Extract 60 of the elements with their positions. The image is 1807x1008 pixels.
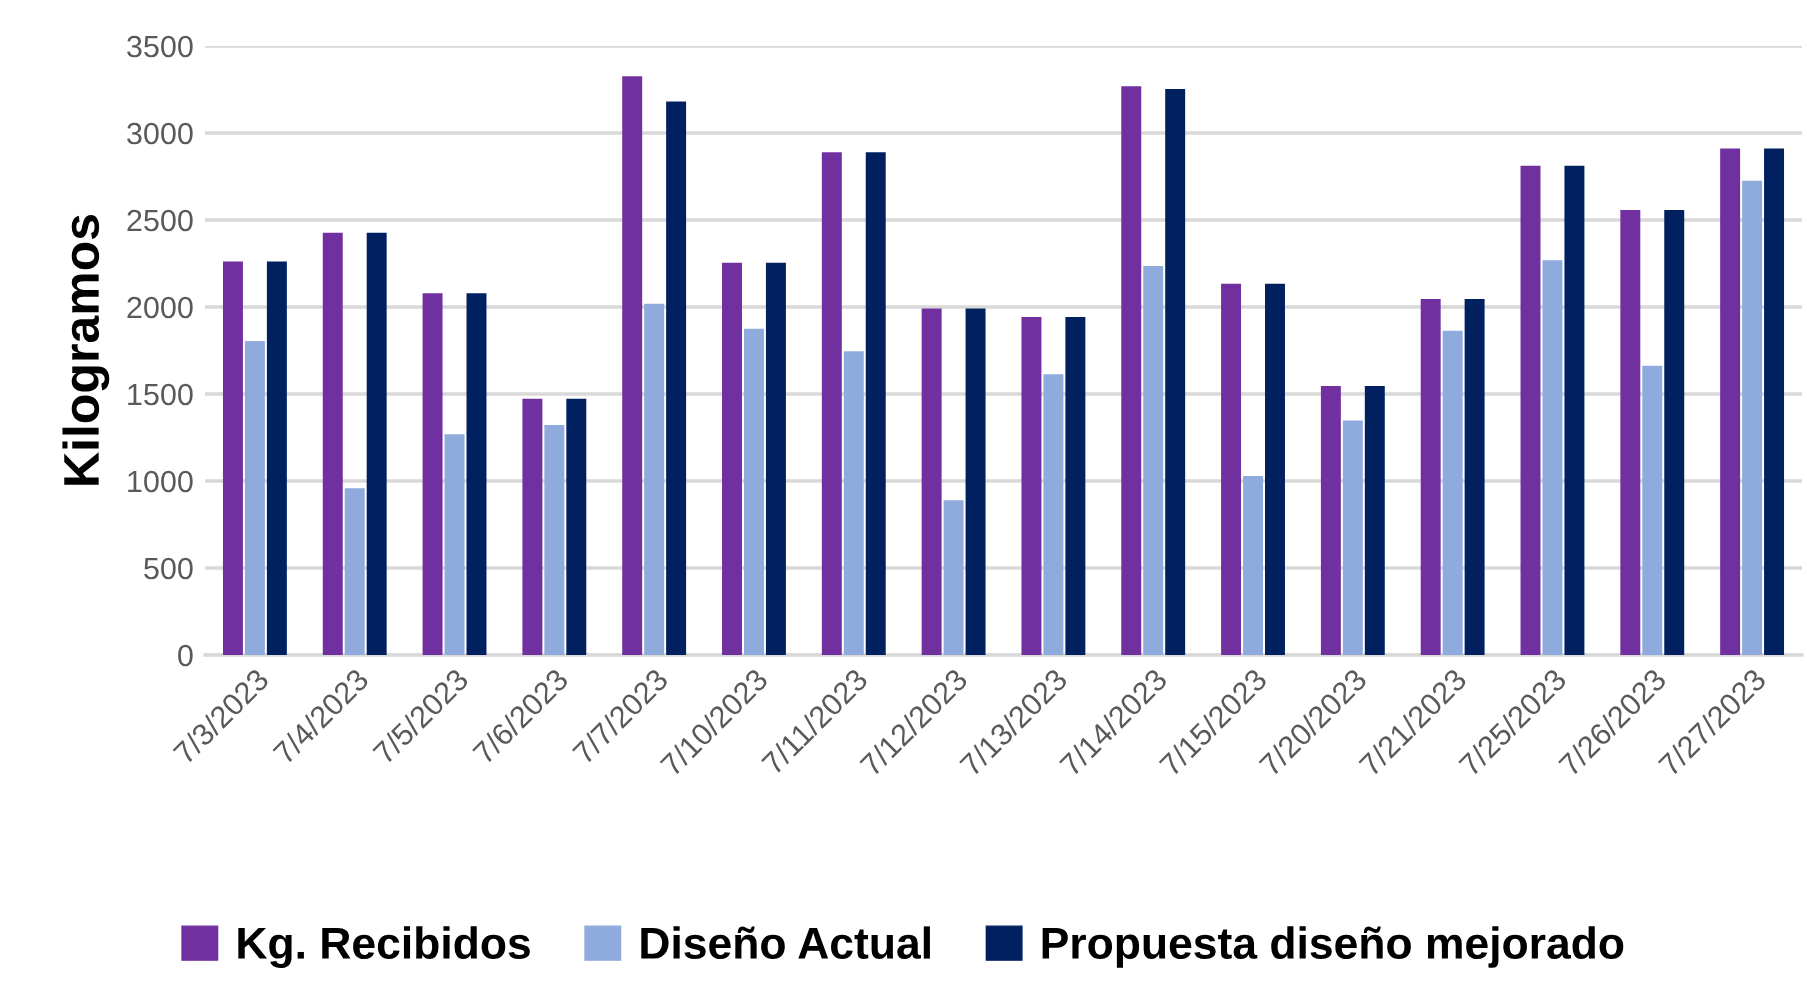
bar bbox=[622, 76, 643, 655]
bar bbox=[366, 232, 387, 655]
bar bbox=[444, 434, 465, 655]
bar bbox=[644, 303, 665, 655]
bar bbox=[865, 152, 886, 655]
bar bbox=[722, 262, 742, 655]
bar bbox=[266, 261, 287, 655]
y-tick-label: 3000 bbox=[127, 122, 193, 145]
y-tick-label: 2000 bbox=[127, 296, 193, 319]
bar bbox=[1564, 165, 1585, 655]
bar bbox=[1520, 165, 1541, 655]
bar bbox=[544, 424, 565, 655]
bar bbox=[1620, 209, 1641, 655]
bar bbox=[1764, 148, 1785, 655]
bar bbox=[222, 261, 243, 655]
y-tick-label: 1000 bbox=[128, 470, 193, 493]
y-tick-label: 2500 bbox=[127, 209, 193, 232]
bar bbox=[921, 308, 942, 655]
bar bbox=[1642, 365, 1663, 655]
y-tick-label: 3500 bbox=[127, 35, 193, 58]
bar bbox=[1320, 386, 1341, 655]
bar bbox=[943, 500, 964, 655]
legend-label: Diseño Actual bbox=[641, 926, 930, 960]
bar bbox=[765, 262, 786, 655]
bar bbox=[1065, 316, 1086, 655]
bar bbox=[666, 101, 687, 655]
bar bbox=[843, 351, 864, 655]
y-tick-label: 1500 bbox=[128, 383, 193, 406]
bar bbox=[1364, 386, 1385, 655]
bar bbox=[344, 488, 365, 655]
bar bbox=[244, 341, 265, 655]
y-tick-label: 0 bbox=[178, 644, 193, 667]
y-tick-label: 500 bbox=[144, 557, 193, 580]
bar bbox=[322, 232, 343, 655]
bar bbox=[1542, 260, 1563, 655]
bar bbox=[522, 398, 543, 655]
bar bbox=[965, 308, 986, 655]
bar bbox=[1165, 88, 1186, 655]
bar bbox=[1043, 374, 1064, 655]
bar bbox=[1464, 299, 1485, 655]
y-axis-title: Kilogramos bbox=[62, 215, 110, 485]
legend-label: Propuesta diseño mejorado bbox=[1042, 926, 1624, 968]
bar bbox=[1265, 283, 1285, 655]
bar bbox=[1742, 180, 1763, 655]
bar bbox=[1420, 299, 1441, 655]
bar bbox=[1342, 420, 1363, 655]
bar bbox=[566, 398, 587, 655]
bar bbox=[821, 152, 842, 655]
bar bbox=[1143, 265, 1164, 655]
bar bbox=[1021, 316, 1042, 655]
bar bbox=[743, 328, 764, 655]
bar bbox=[1720, 148, 1741, 655]
bar bbox=[422, 293, 443, 655]
bar bbox=[466, 293, 487, 655]
legend-label: Kg. Recibidos bbox=[238, 926, 530, 968]
bar bbox=[1121, 86, 1142, 655]
bar bbox=[1664, 209, 1685, 655]
bar bbox=[1442, 330, 1463, 655]
bar bbox=[1243, 475, 1264, 655]
bar bbox=[1221, 283, 1242, 655]
